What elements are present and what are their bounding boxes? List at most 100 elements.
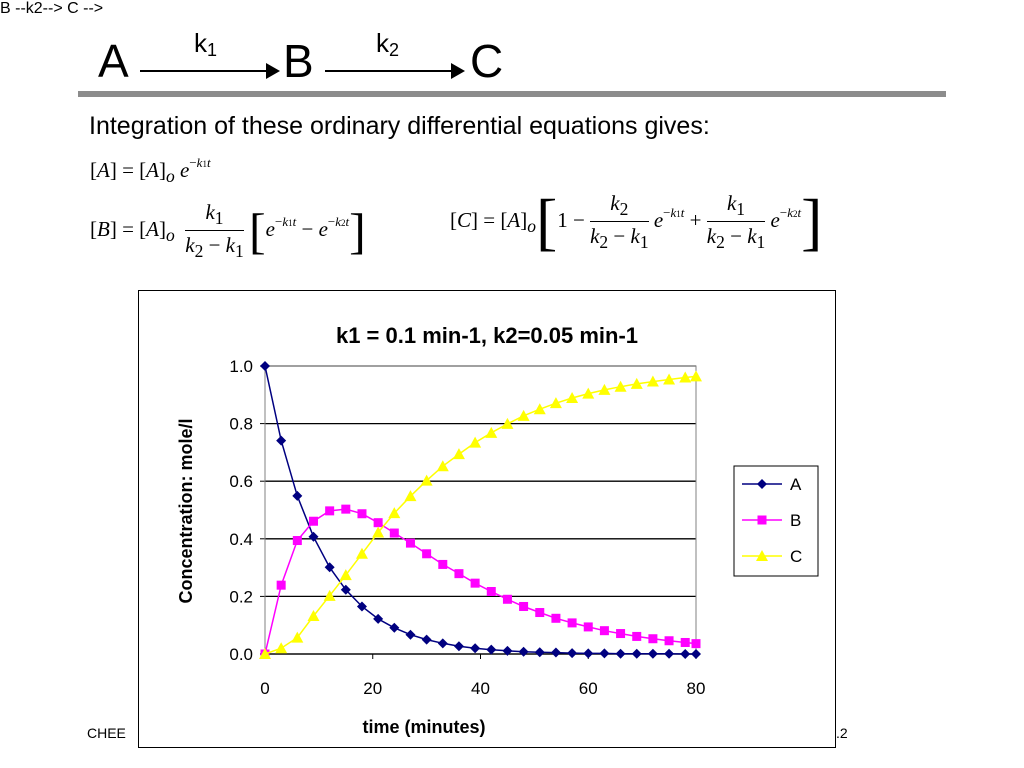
data-point-b [357,509,367,519]
data-point-c [501,417,514,429]
equation-c: [C] = [A]o[1 − k2 k2 − k1 e−k1t + k1 k2 − … [450,186,823,257]
data-point-b [373,518,383,528]
legend-marker-a [757,479,767,489]
data-point-c [452,448,465,460]
data-point-c [291,631,304,643]
data-point-a [583,648,594,659]
data-point-a [664,648,675,659]
data-point-c [485,426,498,438]
data-point-a [405,629,416,640]
series-line-a [264,365,696,655]
data-point-c [517,409,530,421]
data-point-b [454,569,464,579]
data-point-a [550,647,561,658]
data-point-c [323,589,336,601]
data-point-b [276,580,286,590]
y-tick-label: 0.6 [229,472,253,491]
data-point-c [420,474,433,486]
y-tick-label: 0.8 [229,415,253,434]
data-point-a [340,584,351,595]
data-point-a [518,646,529,657]
legend-label: B [790,511,801,530]
data-point-a [680,649,691,659]
header-divider [78,91,946,97]
data-point-b [325,506,335,516]
data-point-b [691,639,701,649]
data-point-a [567,648,578,659]
data-point-c [614,380,627,392]
data-point-c [372,526,385,538]
data-point-b [648,634,658,644]
series-b [260,504,701,659]
data-point-c [690,370,702,382]
data-point-b [389,528,399,538]
data-point-a [453,641,464,652]
data-point-b [486,587,496,597]
data-point-a [631,648,642,659]
data-point-b [519,601,529,611]
y-tick-label: 0.2 [229,587,253,606]
footer-left-text: CHEE [87,725,126,741]
data-point-c [663,373,676,385]
data-point-c [404,490,417,502]
data-point-a [421,634,432,645]
x-axis-label: time (minutes) [362,717,485,737]
equation-b: [B] = [A]o k1 k2 − k1 [e−k1t − e−k2t] [90,200,366,262]
data-point-c [533,403,546,415]
data-point-b [535,608,545,618]
legend-item-c: C [742,547,802,566]
data-point-a [647,648,658,659]
data-point-a [470,643,481,654]
data-point-c [630,377,643,389]
data-point-a [260,361,270,371]
data-point-b [599,626,609,636]
data-point-b [438,559,448,569]
data-point-b [502,594,512,604]
data-point-a [437,638,448,649]
concentration-chart: k1 = 0.1 min-1, k2=0.05 min-1 0.0 0.2 0.4 0… [138,290,836,748]
data-point-a [486,644,497,655]
data-point-b [616,629,626,639]
series-line-b [264,508,697,655]
reaction-arrow-1 [140,63,280,79]
data-point-c [355,547,368,559]
data-point-b [680,637,690,647]
data-point-c [549,397,562,409]
data-point-a [373,613,384,624]
y-tick-label: 1.0 [229,357,253,376]
intro-text: Integration of these ordinary differenti… [89,112,710,140]
data-point-b [308,516,318,526]
data-point-a [389,622,400,633]
footer-right-text: .2 [836,725,848,741]
chart-title: k1 = 0.1 min-1, k2=0.05 min-1 [336,323,638,348]
data-point-a [691,649,701,659]
data-point-b [664,636,674,646]
data-point-b [551,613,561,623]
x-tick-label: 20 [363,679,382,698]
species-a-label: A [98,35,129,87]
data-point-c [388,507,401,519]
data-point-c [436,460,449,472]
data-point-a [324,562,335,573]
data-point-c [339,569,352,581]
species-c-label: C [470,35,504,87]
data-point-b [405,538,415,548]
data-point-c [679,371,692,383]
rate-constant-k2: k2 [376,28,400,60]
data-point-a [356,601,367,612]
data-point-a [502,645,513,656]
data-point-a [276,435,287,446]
legend-marker-b [757,515,767,525]
reaction-arrow-2 [325,63,465,79]
x-tick-label: 80 [687,679,706,698]
y-tick-label: 0.0 [229,645,253,664]
series-line-c [264,375,697,655]
series-a [260,361,701,659]
data-point-a [308,531,319,542]
data-point-b [632,631,642,641]
data-point-b [341,504,351,514]
data-point-c [469,436,482,448]
data-point-b [422,549,432,559]
y-tick-label: 0.4 [229,530,253,549]
data-point-b [292,536,302,546]
